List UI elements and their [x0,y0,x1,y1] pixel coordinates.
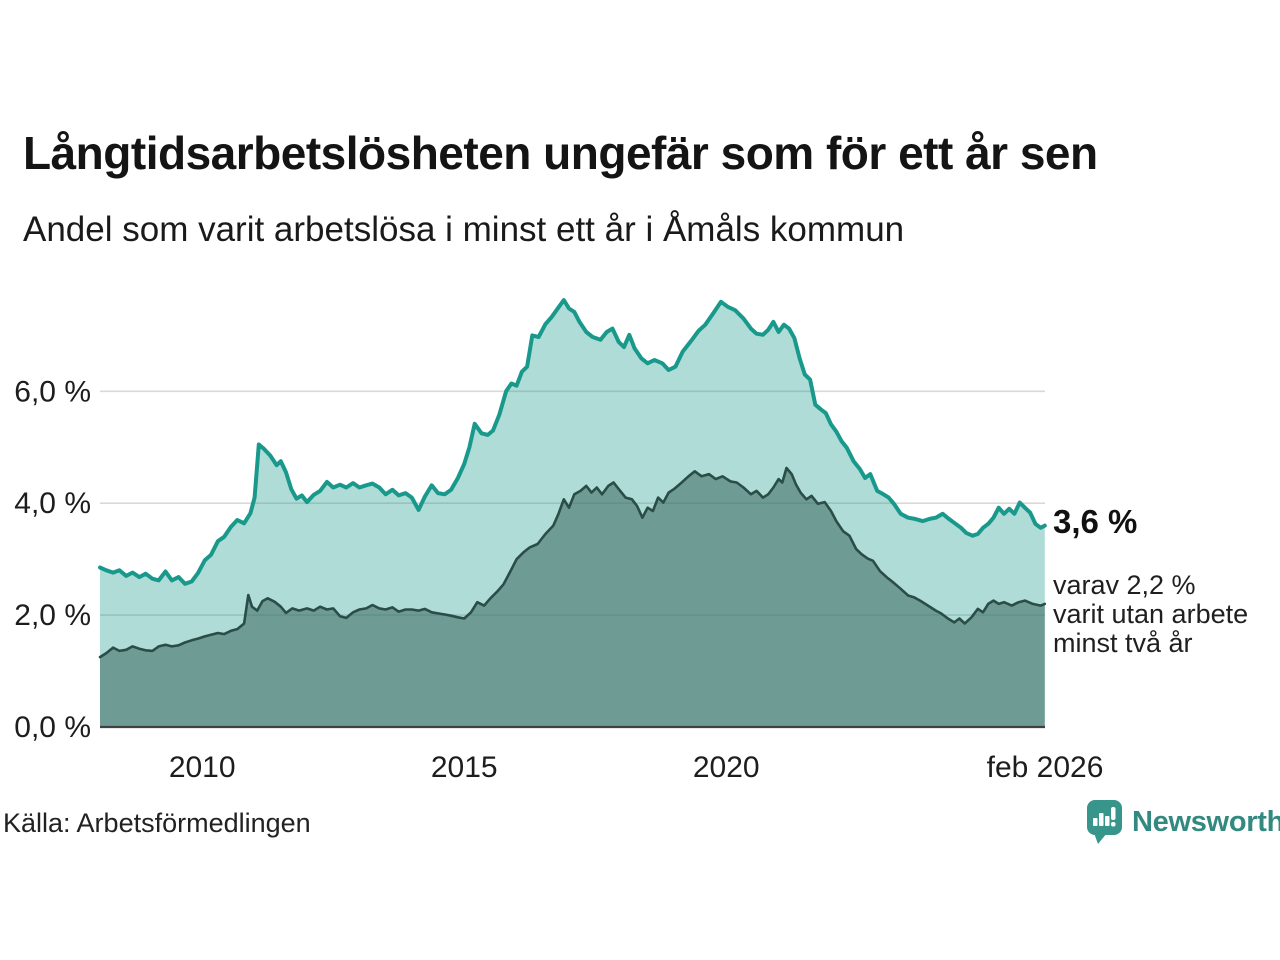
series-layer [98,298,1047,727]
newsworthy-logo-icon [1087,800,1122,844]
series-line-1 [98,466,1047,659]
y-tick-label: 2,0 % [14,599,91,632]
end-note-line: varit utan arbete [1053,599,1249,629]
y-tick-label: 0,0 % [14,711,91,744]
end-value-label: 3,6 % [1053,503,1138,540]
x-tick-label: 2020 [693,751,760,784]
end-note-line: minst två år [1053,628,1193,658]
tick-label-layer: 0,0 % 2,0 % 4,0 % 6,0 % 2010 2015 2020 feb 2026 [14,375,1103,784]
newsworthy-wordmark: Newsworthy [1132,805,1280,838]
chart-title: Långtidsarbetslösheten ungefär som för e… [23,127,1098,179]
series-line-0 [98,298,1047,586]
x-tick-label: 2015 [431,751,498,784]
x-tick-label: 2010 [169,751,236,784]
x-tick-label: feb 2026 [987,751,1104,784]
y-tick-label: 6,0 % [14,375,91,408]
y-tick-label: 4,0 % [14,487,91,520]
newsworthy-logo: Newsworthy [1086,799,1280,845]
end-note-label: varav 2,2 % varit utan arbete minst två … [1053,571,1248,658]
source-credit: Källa: Arbetsförmedlingen [3,808,311,838]
chart-subtitle: Andel som varit arbetslösa i minst ett å… [23,210,905,249]
series-area-1 [100,468,1045,727]
end-note-line: varav 2,2 % [1053,570,1196,600]
